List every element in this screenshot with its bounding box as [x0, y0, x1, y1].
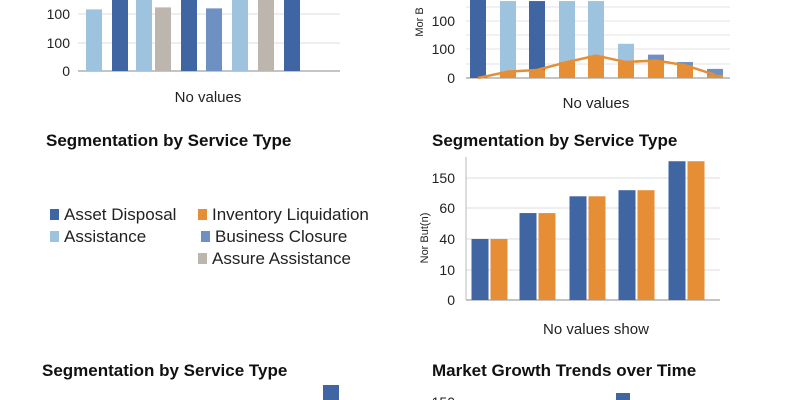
mr-ytick: 0: [447, 292, 455, 308]
legend-label: Asset Disposal: [64, 205, 176, 224]
mr-bar-orange: [637, 190, 655, 300]
tr-bar: [500, 1, 516, 78]
legend-swatch: [201, 231, 210, 242]
legend-swatch: [198, 253, 207, 264]
legend-title: Segmentation by Service Type: [46, 131, 291, 150]
mr-bar-orange: [538, 213, 556, 300]
tr-ylabel: Mor B: [414, 7, 426, 36]
tl-bar: [136, 0, 152, 71]
br-bar: [616, 393, 630, 400]
tr-line-fill: [500, 71, 516, 78]
tr-line-fill: [648, 60, 664, 78]
tl-bar: [284, 0, 300, 71]
tr-line-fill: [707, 74, 723, 78]
mr-bar-blue: [569, 196, 587, 300]
tr-bar: [529, 1, 545, 78]
chart-bottom-right: Market Growth Trends over Time 150: [432, 361, 696, 400]
tr-line-fill: [559, 62, 575, 78]
chart-middle-right: Segmentation by Service Type 0104060150 …: [419, 131, 720, 338]
tr-line-fill: [588, 55, 604, 78]
tr-xlabel: No values: [563, 95, 630, 112]
legend-label: Assure Assistance: [212, 249, 351, 268]
tr-series-line: [477, 54, 716, 80]
mr-ytick: 150: [432, 170, 456, 186]
tl-bar: [232, 0, 248, 71]
legend-swatch: [50, 231, 59, 242]
legend-swatch: [50, 209, 59, 220]
tl-bar: [86, 9, 102, 72]
mr-bar-blue: [471, 239, 489, 300]
br-title: Market Growth Trends over Time: [432, 361, 696, 380]
legend-label: Assistance: [64, 227, 146, 246]
mr-bar-orange: [490, 239, 508, 300]
tl-bar: [112, 0, 128, 71]
tl-bar: [258, 0, 274, 71]
tr-ytick: 0: [447, 70, 455, 86]
mr-ytick: 10: [439, 262, 455, 278]
mr-ytick: 60: [439, 200, 455, 216]
bl-bar: [323, 385, 339, 400]
mr-bar-blue: [519, 213, 537, 300]
tr-bar: [470, 0, 486, 79]
tl-bar: [181, 0, 197, 71]
mr-bar-blue: [618, 190, 636, 300]
tr-ytick: 100: [432, 41, 456, 57]
mr-ytick: 40: [439, 231, 455, 247]
legend-block: Segmentation by Service Type Asset Dispo…: [46, 131, 369, 268]
tl-ytick: 100: [47, 35, 71, 51]
chart-bottom-left: Segmentation by Service Type: [42, 361, 339, 400]
tl-xlabel: No values: [175, 89, 242, 106]
legend-label: Inventory Liquidation: [212, 205, 369, 224]
tl-bar: [206, 8, 222, 71]
mr-bar-orange: [687, 161, 705, 300]
br-ytick: 150: [432, 394, 456, 400]
bl-title: Segmentation by Service Type: [42, 361, 287, 380]
mr-title: Segmentation by Service Type: [432, 131, 677, 150]
chart-top-right: 0 100 100 Mor B No values: [414, 0, 730, 112]
mr-bar-blue: [668, 161, 686, 300]
chart-top-left: 0 100 100 No values: [47, 0, 340, 106]
tr-bar: [707, 68, 723, 78]
tl-bar: [155, 7, 171, 72]
tr-line-fill: [677, 65, 693, 78]
mr-ylabel: Nor But(n): [419, 213, 431, 264]
tl-ytick: 0: [62, 63, 70, 79]
tr-line-fill: [529, 70, 545, 78]
legend-swatch: [198, 209, 207, 220]
mr-xlabel: No values show: [543, 321, 649, 338]
legend-label: Business Closure: [215, 227, 347, 246]
tr-ytick: 100: [432, 13, 456, 29]
tl-ytick: 100: [47, 6, 71, 22]
mr-bar-orange: [588, 196, 606, 300]
tr-bar: [559, 1, 575, 78]
tr-line-fill: [618, 62, 634, 78]
